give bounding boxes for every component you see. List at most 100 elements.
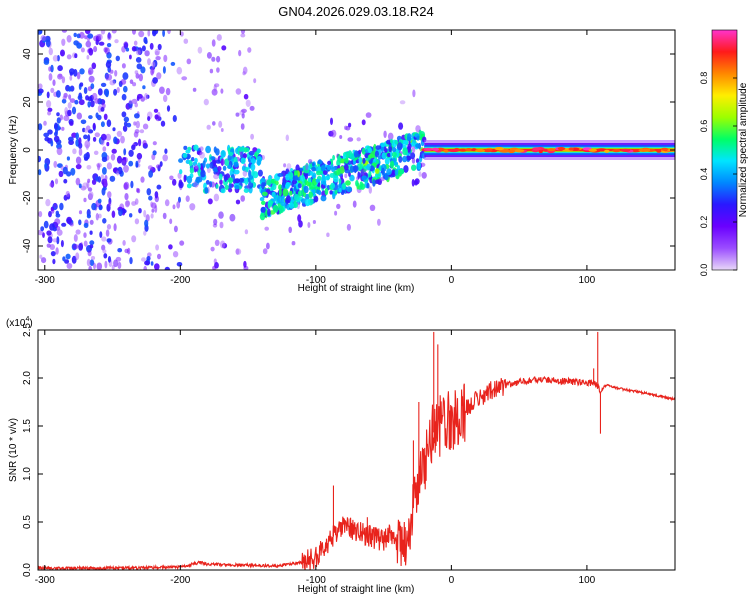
spectrogram-cell [66,156,70,161]
spectrogram-cell [220,240,226,249]
spectrogram-cell [52,258,56,265]
spectrogram-cell [69,71,73,76]
spectrogram-cell [346,223,351,231]
spectrogram-cell [104,260,108,269]
spectrogram-cell [69,121,74,126]
spectrogram-cell [50,140,54,147]
spectrogram-cell [213,84,217,92]
spectrogram-cell [117,248,123,253]
spectrogram-cell [56,236,60,245]
spectrogram-cell [320,195,327,202]
spectrogram-cell [212,167,219,172]
spectrogram-cell [349,174,355,182]
spectrogram-cell [84,127,89,133]
spectrogram-cell [66,35,72,43]
spectrogram-cell [75,229,81,235]
spectrogram-cell [181,76,188,81]
spectrogram-cell [136,152,143,160]
spectrogram-cell [415,125,421,133]
spectrogram-cell [220,188,226,194]
spectrogram-cell [307,222,311,228]
spectrogram-cell [45,39,51,48]
spectrogram-cell [162,30,165,37]
spectrogram-cell [129,79,134,84]
spectrogram-cell [129,213,133,218]
spectrogram-cell [123,85,128,93]
spectrogram-cell [140,66,146,74]
spectrogram-cell [377,218,381,226]
spectrogram-cell [321,174,326,183]
spectrogram-cell [162,66,166,74]
x-tick-label: 0 [449,275,455,286]
spectrogram-cell [308,159,313,164]
spectrogram-cell [344,157,349,164]
colorbar-ticks: 0.0 0.2 0.4 0.6 0.8 [699,72,737,276]
x-tick-label: -100 [306,275,326,286]
spectrogram-cell [150,261,154,266]
spectrogram-cell [120,135,125,144]
spectrogram-cell [375,159,379,165]
spectrogram-cell [105,229,110,237]
spectrogram-cell [134,198,139,205]
spectrogram-cell [189,167,195,174]
spectrogram-cell [312,220,316,224]
spectrogram-cell [70,167,76,176]
spectrogram-cell [43,59,50,65]
spectrogram-cell [260,177,266,183]
spectrogram-cell [163,94,168,103]
spectrogram-cell [365,112,372,118]
spectrogram-cell [100,121,105,128]
spectrogram-cell [195,176,201,184]
spectrogram-cell [87,187,93,192]
spectrogram-cell [218,211,224,219]
spectrogram-cell [111,148,117,154]
spectrogram-cell [259,197,265,202]
spectrogram-cell [494,147,505,151]
spectrogram-cell [399,168,405,175]
spectrogram-cell [279,206,284,214]
y-tick-label: 1.0 [22,467,33,481]
spectrogram-cell [66,216,72,225]
spectrogram-cell [48,66,52,72]
spectrogram-cell [96,262,103,270]
spectrogram-cell [176,201,181,209]
spectrogram-cell [135,57,142,63]
spectrogram-cell [360,162,363,170]
spectrogram-cell [48,73,53,81]
spectrogram-cell [216,55,221,63]
spectrogram-cell [38,30,43,35]
spectrogram-cell [212,121,216,126]
spectrogram-cell [56,229,63,236]
spectrogram-cell [52,238,58,243]
spectrogram-cell [53,203,57,208]
spectrogram-cell [332,154,335,161]
spectrogram-cell [416,161,421,169]
spectrogram-cell [147,165,153,171]
spectrogram-cell [262,191,268,196]
spectrogram-cell [83,222,89,228]
spectrogram-cell [241,113,245,119]
spectrogram-cell [144,39,148,45]
spectrogram-cell [324,188,329,196]
spectrogram-cell [317,190,322,196]
spectrogram-cell [167,30,171,35]
spectrogram-cell [87,134,91,142]
y-tick-label: 0.0 [22,563,33,577]
spectrogram-cell [288,202,294,209]
spectrogram-cell [356,137,361,142]
spectrogram-cell [156,184,162,190]
spectrogram-cell [206,52,212,59]
spectrogram-cell [257,169,263,177]
spectrogram-cell [144,93,148,101]
spectrogram-cell [266,242,270,250]
spectrogram-cell [124,193,129,201]
spectrogram-cell [355,180,359,187]
spectrogram-cell [78,219,82,226]
spectrogram-cell [334,210,338,216]
spectrogram-cell [142,123,149,130]
spectrogram-cell [215,159,222,164]
spectrogram-cell [144,219,149,228]
spectrogram-cell [69,75,73,81]
spectrogram-cell [398,122,404,130]
spectrogram-cell [291,179,298,185]
